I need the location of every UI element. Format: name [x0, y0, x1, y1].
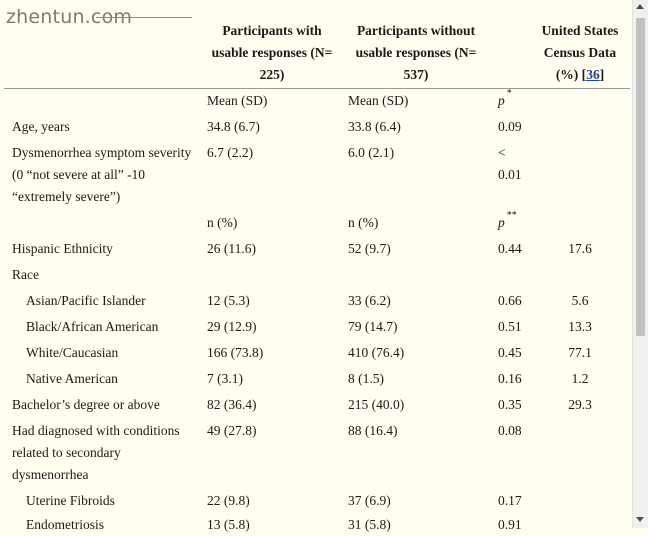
scroll-up-arrow-icon[interactable] [636, 4, 644, 9]
cell-p: < [498, 145, 506, 160]
scroll-down-arrow-icon[interactable] [636, 517, 644, 522]
row-label: White/Caucasian [26, 345, 119, 360]
subheader-mean-sd: Mean (SD) [207, 93, 268, 108]
row-label: dysmenorrhea [12, 467, 89, 482]
cell-census: 17.6 [568, 241, 592, 256]
cell-census: 29.3 [568, 397, 592, 412]
cell-census: 1.2 [571, 371, 589, 386]
cell-p: 0.17 [498, 493, 522, 508]
cell-p: 0.35 [498, 397, 522, 412]
footnote-mark: ** [506, 210, 517, 221]
header-line: (%) [36] [520, 64, 640, 86]
cell-without: 37 (6.9) [348, 493, 391, 508]
cell-census: 77.1 [568, 345, 592, 360]
cell-without: 215 (40.0) [348, 397, 405, 412]
row-label: Had diagnosed with conditions [12, 423, 180, 438]
row-label: Race [12, 267, 39, 282]
cell-census: 5.6 [571, 293, 589, 308]
cell-without: 52 (9.7) [348, 241, 391, 256]
cell-with: 26 (11.6) [207, 241, 256, 256]
row-label: Native American [26, 371, 118, 386]
cell-p: 0.16 [498, 371, 522, 386]
vertical-scrollbar[interactable] [632, 0, 648, 528]
header-line: Participants with [222, 23, 322, 38]
cell-census: 13.3 [568, 319, 592, 334]
row-label: Black/African American [26, 319, 159, 334]
p-symbol: p [498, 215, 505, 230]
subheader-n-percent: n (%) [207, 215, 238, 230]
header-line: 225) [259, 67, 285, 82]
header-line: Census Data [543, 45, 617, 60]
subheader-p: p * [498, 88, 512, 114]
cell-without: 33 (6.2) [348, 293, 391, 308]
cell-p: 0.45 [498, 345, 522, 360]
row-label: Hispanic Ethnicity [12, 241, 113, 256]
header-census-data: United States Census Data (%) [36] [520, 20, 640, 86]
reference-link[interactable]: 36 [586, 67, 600, 82]
cell-with: 7 (3.1) [207, 371, 243, 386]
header-text: (%) [ [555, 67, 587, 82]
subheader-p: p ** [498, 210, 517, 236]
cell-with: 29 (12.9) [207, 319, 257, 334]
row-label: (0 “not severe at all” -10 [12, 167, 146, 182]
cell-with: 82 (36.4) [207, 397, 257, 412]
cell-without: 8 (1.5) [348, 371, 384, 386]
cell-with: 13 (5.8) [207, 517, 250, 532]
cell-p: 0.91 [498, 517, 522, 532]
cell-p: 0.51 [498, 319, 522, 334]
cell-without: 31 (5.8) [348, 517, 391, 532]
header-top-rule [96, 17, 192, 18]
cell-with: 166 (73.8) [207, 345, 264, 360]
footnote-mark: * [506, 88, 512, 99]
cell-with: 49 (27.8) [207, 423, 257, 438]
scrollbar-thumb[interactable] [636, 18, 645, 336]
row-label: related to secondary [12, 445, 121, 460]
header-divider [4, 88, 630, 89]
row-label: Dysmenorrhea symptom severity [12, 145, 192, 160]
cell-without: 88 (16.4) [348, 423, 398, 438]
cell-with: 22 (9.8) [207, 493, 250, 508]
header-text: ] [599, 67, 605, 82]
cell-without: 33.8 (6.4) [348, 119, 401, 134]
cell-p: 0.09 [498, 119, 522, 134]
row-label: Endometriosis [26, 517, 104, 532]
cell-without: 410 (76.4) [348, 345, 405, 360]
watermark: zhentun.com [6, 6, 133, 28]
cell-p: 0.44 [498, 241, 522, 256]
cell-with: 12 (5.3) [207, 293, 250, 308]
cell-without: 79 (14.7) [348, 319, 398, 334]
header-line: usable responses (N= [211, 45, 333, 60]
header-line: usable responses (N= [355, 45, 477, 60]
row-label: Bachelor’s degree or above [12, 397, 160, 412]
cell-without: 6.0 (2.1) [348, 145, 395, 160]
subheader-mean-sd: Mean (SD) [348, 93, 409, 108]
cell-with: 6.7 (2.2) [207, 145, 254, 160]
p-symbol: p [498, 93, 505, 108]
header-line: Participants without [356, 23, 476, 38]
cell-p: 0.66 [498, 293, 522, 308]
subheader-n-percent: n (%) [348, 215, 379, 230]
header-line: United States [541, 23, 619, 38]
cell-p: 0.08 [498, 423, 522, 438]
row-label: Uterine Fibroids [26, 493, 115, 508]
row-label: “extremely severe”) [12, 189, 121, 204]
cell-with: 34.8 (6.7) [207, 119, 260, 134]
header-line: 537) [403, 67, 429, 82]
header-participants-without: Participants without usable responses (N… [340, 20, 492, 86]
row-label: Age, years [12, 119, 70, 134]
cell-p: 0.01 [498, 167, 522, 182]
header-participants-with: Participants with usable responses (N= 2… [196, 20, 348, 86]
row-label: Asian/Pacific Islander [26, 293, 146, 308]
